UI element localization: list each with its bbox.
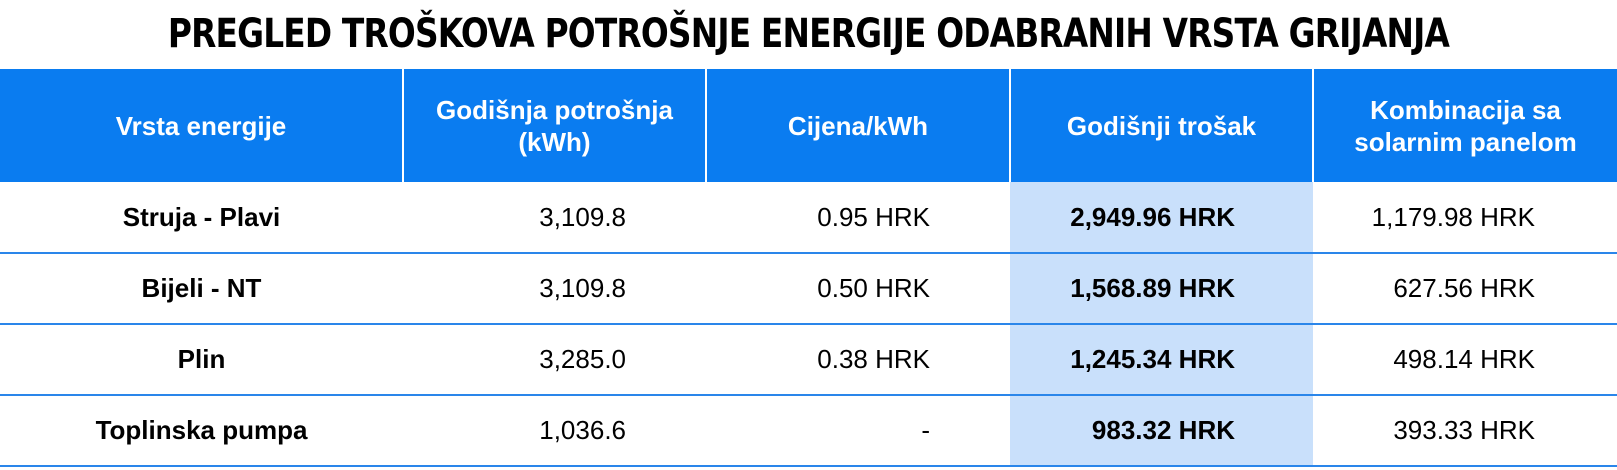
header-annual-cost: Godišnji trošak xyxy=(1009,69,1313,182)
cell-consumption: 3,109.8 xyxy=(403,182,706,254)
cell-annual-cost: 2,949.96 HRK xyxy=(1010,182,1313,254)
header-energy-type: Vrsta energije xyxy=(0,69,403,182)
header-price: Cijena/kWh xyxy=(705,69,1010,182)
header-energy-type-label: Vrsta energije xyxy=(115,110,287,141)
header-consumption-line1: Godišnja potrošnja xyxy=(436,94,673,125)
cell-solar-cost: 627.56 HRK xyxy=(1313,253,1617,325)
header-consumption-line2: (kWh) xyxy=(518,126,591,157)
energy-cost-table: Vrsta energije Godišnja potrošnja (kWh) … xyxy=(0,69,1617,467)
header-price-label: Cijena/kWh xyxy=(787,110,929,141)
header-solar-line1: Kombinacija sa xyxy=(1370,94,1561,125)
table-row: Toplinska pumpa 1,036.6 - 983.32 HRK 393… xyxy=(0,395,1617,467)
header-solar-line2: solarnim panelom xyxy=(1354,126,1577,157)
table-body: Struja - Plavi 3,109.8 0.95 HRK 2,949.96… xyxy=(0,182,1617,467)
header-solar-combination: Kombinacija sa solarnim panelom xyxy=(1312,69,1617,182)
cell-solar-cost: 498.14 HRK xyxy=(1313,324,1617,396)
cell-energy-type: Toplinska pumpa xyxy=(0,395,403,467)
cell-annual-cost: 1,568.89 HRK xyxy=(1010,253,1313,325)
cell-energy-type: Struja - Plavi xyxy=(0,182,403,254)
cell-solar-cost: 1,179.98 HRK xyxy=(1313,182,1617,254)
cell-consumption: 3,285.0 xyxy=(403,324,706,396)
cell-price: 0.50 HRK xyxy=(706,253,1010,325)
cell-price: 0.38 HRK xyxy=(706,324,1010,396)
header-annual-consumption: Godišnja potrošnja (kWh) xyxy=(402,69,706,182)
cell-consumption: 3,109.8 xyxy=(403,253,706,325)
cell-price: 0.95 HRK xyxy=(706,182,1010,254)
header-annual-cost-label: Godišnji trošak xyxy=(1066,110,1257,141)
cell-annual-cost: 983.32 HRK xyxy=(1010,395,1313,467)
table-row: Struja - Plavi 3,109.8 0.95 HRK 2,949.96… xyxy=(0,182,1617,254)
table-row: Plin 3,285.0 0.38 HRK 1,245.34 HRK 498.1… xyxy=(0,324,1617,396)
cell-price: - xyxy=(706,395,1010,467)
cell-consumption: 1,036.6 xyxy=(403,395,706,467)
cell-energy-type: Plin xyxy=(0,324,403,396)
table-row: Bijeli - NT 3,109.8 0.50 HRK 1,568.89 HR… xyxy=(0,253,1617,325)
table-header: Vrsta energije Godišnja potrošnja (kWh) … xyxy=(0,69,1617,182)
cell-energy-type: Bijeli - NT xyxy=(0,253,403,325)
header-row: Vrsta energije Godišnja potrošnja (kWh) … xyxy=(0,69,1617,182)
cell-annual-cost: 1,245.34 HRK xyxy=(1010,324,1313,396)
cell-solar-cost: 393.33 HRK xyxy=(1313,395,1617,467)
